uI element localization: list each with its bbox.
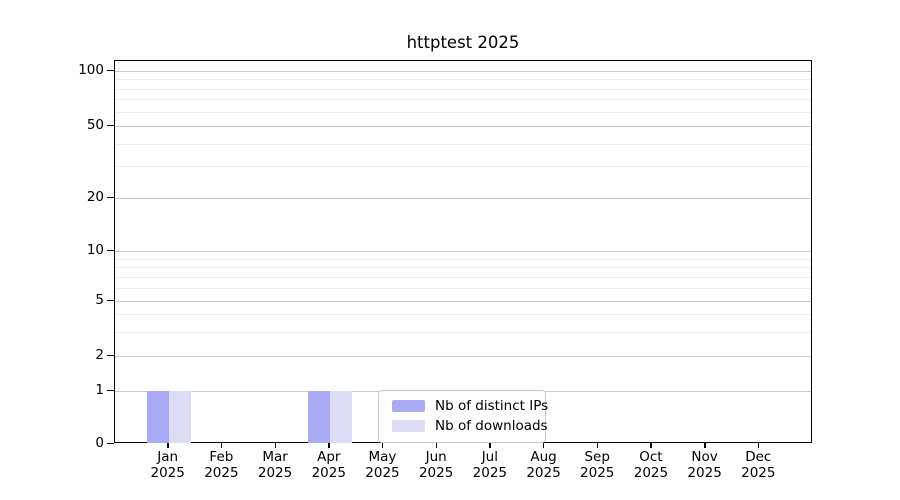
x-tick-year: 2025 — [526, 465, 561, 481]
y-tick-label: 2 — [95, 347, 104, 363]
y-tick-label: 50 — [86, 117, 104, 133]
y-tick-mark — [107, 442, 114, 444]
legend-row: Nb of distinct IPs — [379, 396, 549, 416]
x-tick-mark — [489, 443, 491, 448]
major-gridline — [115, 301, 811, 302]
x-tick-mark — [167, 443, 169, 448]
x-tick-label: Jul 2025 — [460, 449, 520, 481]
minor-gridline — [115, 88, 811, 90]
x-tick-year: 2025 — [580, 465, 615, 481]
bar — [329, 391, 352, 443]
x-tick-mark — [704, 443, 706, 448]
minor-gridline — [115, 99, 811, 101]
major-gridline — [115, 251, 811, 252]
y-tick-mark — [107, 354, 114, 356]
legend-swatch — [392, 400, 425, 412]
x-tick-month: Apr — [317, 449, 341, 465]
minor-gridline — [115, 143, 811, 145]
y-tick-mark — [107, 249, 114, 251]
x-tick-month: Dec — [745, 449, 772, 465]
x-tick-year: 2025 — [204, 465, 239, 481]
y-tick-mark — [107, 389, 114, 391]
minor-gridline — [115, 267, 811, 269]
x-tick-label: Feb 2025 — [191, 449, 251, 481]
x-tick-month: Aug — [530, 449, 557, 465]
y-tick-mark — [107, 124, 114, 126]
x-tick-label: May 2025 — [352, 449, 412, 481]
x-tick-month: Jul — [481, 449, 498, 465]
major-gridline — [115, 198, 811, 199]
x-tick-year: 2025 — [150, 465, 185, 481]
x-tick-mark — [381, 443, 384, 448]
x-tick-month: Sep — [584, 449, 610, 465]
y-tick-mark — [107, 299, 114, 301]
major-gridline — [115, 126, 811, 127]
x-tick-year: 2025 — [633, 465, 669, 481]
y-tick-label: 1 — [95, 382, 104, 398]
x-tick-label: Jun 2025 — [406, 449, 466, 481]
x-tick-label: Mar 2025 — [245, 449, 305, 481]
minor-gridline — [115, 79, 811, 81]
x-tick-month: Nov — [691, 449, 718, 465]
x-tick-mark — [435, 443, 438, 448]
x-tick-label: Aug 2025 — [514, 449, 574, 481]
x-tick-mark — [543, 443, 545, 448]
y-tick-mark — [107, 69, 114, 71]
minor-gridline — [115, 258, 811, 260]
bar — [168, 391, 191, 443]
minor-gridline — [115, 166, 811, 168]
x-tick-month: May — [368, 449, 397, 465]
x-tick-label: Dec 2025 — [728, 449, 788, 481]
y-tick-label: 100 — [78, 62, 104, 78]
x-tick-year: 2025 — [365, 465, 400, 481]
legend-label: Nb of distinct IPs — [435, 398, 549, 414]
y-tick-label: 5 — [95, 292, 104, 308]
x-tick-year: 2025 — [311, 465, 346, 481]
y-tick-label: 0 — [95, 435, 104, 451]
minor-gridline — [115, 331, 811, 333]
x-tick-year: 2025 — [741, 465, 776, 481]
x-tick-year: 2025 — [257, 465, 293, 481]
legend: Nb of distinct IPs Nb of downloads — [378, 390, 549, 443]
x-tick-year: 2025 — [687, 465, 722, 481]
x-tick-month: Feb — [209, 449, 234, 465]
x-tick-month: Oct — [639, 449, 663, 465]
bar — [307, 391, 330, 443]
legend-swatch — [392, 420, 425, 432]
chart-title: httptest 2025 — [406, 33, 520, 52]
major-gridline — [115, 356, 811, 357]
legend-label: Nb of downloads — [435, 418, 548, 434]
minor-gridline — [115, 111, 811, 113]
plot-area: Nb of distinct IPs Nb of downloads — [114, 60, 812, 443]
x-tick-label: Sep 2025 — [567, 449, 627, 481]
x-tick-month: Mar — [262, 449, 288, 465]
x-tick-mark — [650, 443, 652, 448]
x-tick-mark — [596, 443, 599, 448]
major-gridline — [115, 71, 811, 72]
minor-gridline — [115, 314, 811, 316]
minor-gridline — [115, 276, 811, 278]
legend-row: Nb of downloads — [379, 416, 548, 436]
y-tick-mark — [107, 196, 114, 198]
x-tick-mark — [274, 443, 276, 448]
x-tick-label: Apr 2025 — [299, 449, 359, 481]
y-tick-label: 20 — [86, 189, 104, 205]
x-tick-year: 2025 — [418, 465, 454, 481]
x-tick-label: Oct 2025 — [621, 449, 681, 481]
bar — [146, 391, 169, 443]
x-tick-label: Jan 2025 — [138, 449, 198, 481]
x-tick-label: Nov 2025 — [675, 449, 735, 481]
x-tick-mark — [220, 443, 223, 448]
x-tick-year: 2025 — [472, 465, 508, 481]
x-tick-mark — [757, 443, 760, 448]
x-tick-month: Jun — [425, 449, 447, 465]
x-tick-month: Jan — [157, 449, 179, 465]
x-tick-mark — [328, 443, 330, 448]
y-tick-label: 10 — [86, 242, 104, 258]
minor-gridline — [115, 287, 811, 289]
